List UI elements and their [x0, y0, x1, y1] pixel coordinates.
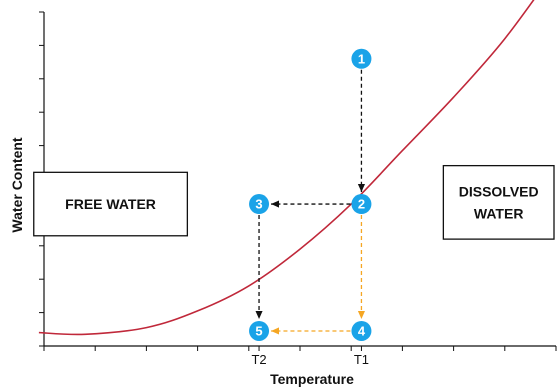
point-marker-circle	[249, 320, 270, 341]
point-marker-label: 3	[255, 197, 262, 212]
point-marker-circle	[351, 48, 372, 69]
dissolved-water-label: DISSOLVED	[459, 183, 539, 199]
point-marker-label: 5	[255, 323, 262, 338]
free-water-label: FREE WATER	[65, 196, 156, 212]
saturation-curve-line	[38, 0, 535, 336]
point-marker-label: 1	[358, 51, 365, 66]
point-marker-label: 2	[358, 197, 365, 212]
point-marker-2: 2	[351, 194, 372, 215]
y-axis-title: Water Content	[9, 137, 25, 232]
free-water-box	[33, 171, 189, 237]
point-marker-circle	[351, 320, 372, 341]
point-marker-circle	[249, 194, 270, 215]
dissolved-water-box	[442, 164, 555, 240]
point-marker-circle	[351, 194, 372, 215]
x-tick-label-t1: T1	[354, 352, 369, 367]
point-marker-4: 4	[351, 320, 372, 341]
point-marker-1: 1	[351, 48, 372, 69]
dissolved-water-label: WATER	[474, 205, 524, 221]
point-marker-3: 3	[249, 194, 270, 215]
x-tick-label-t2: T2	[251, 352, 266, 367]
x-axis-title: Temperature	[270, 371, 354, 387]
point-marker-5: 5	[249, 320, 270, 341]
point-marker-label: 4	[358, 323, 366, 338]
